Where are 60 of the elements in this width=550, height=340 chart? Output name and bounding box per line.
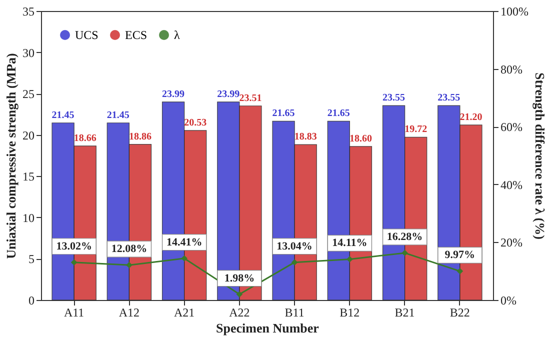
data-label: 9.97% (444, 249, 476, 262)
point (70, 259, 78, 266)
data-label: 16.28% (386, 230, 423, 243)
data-label: 21.20 (460, 112, 482, 123)
x-tick-label: B11 (284, 306, 304, 320)
data-label: 14.41% (166, 236, 202, 248)
data-label: 13.04% (276, 240, 312, 252)
data-label: 23.55 (382, 92, 406, 104)
data-label: 18.83 (294, 132, 317, 143)
data-label: 21.65 (327, 108, 350, 120)
x-tick-label: A21 (174, 306, 195, 320)
data-label: 23.99 (162, 88, 185, 100)
y-tick-label: 0 (28, 294, 34, 308)
x-tick-label: B22 (450, 306, 470, 320)
data-label: 14.11% (332, 237, 368, 250)
y2-axis-title: Strength difference rate λ (%) (532, 72, 548, 240)
y2-tick-label: 0% (500, 294, 516, 308)
point (126, 262, 132, 268)
data-label: 21.45 (52, 110, 74, 121)
data-label: 12.08% (111, 243, 148, 256)
data-label: 21.65 (272, 108, 295, 120)
data-label: 19.72 (404, 124, 428, 136)
data-label: 20.53 (184, 117, 207, 128)
point (181, 255, 188, 262)
y-tick-label: 5 (28, 252, 34, 266)
y-tick-label: 25 (22, 87, 34, 102)
y-tick-label: 15 (22, 170, 34, 184)
x-axis-title: Specimen Number (216, 320, 320, 336)
x-tick-label: B21 (394, 306, 415, 320)
point (402, 250, 408, 256)
y2-tick-label: 40% (500, 178, 522, 192)
y-tick-label: 10 (22, 210, 34, 225)
data-label: 23.99 (217, 88, 240, 100)
x-tick-label: A12 (118, 306, 140, 320)
y-tick-label: 20 (22, 128, 34, 142)
y2-tick-label: 60% (500, 120, 522, 134)
y-tick-label: 35 (22, 4, 34, 18)
data-label: 18.86 (128, 131, 152, 142)
data-label: 23.51 (239, 92, 262, 104)
y-tick-label: 30 (22, 46, 34, 60)
point (346, 256, 353, 262)
x-tick-label: A11 (64, 306, 84, 320)
data-label: 18.66 (74, 132, 96, 144)
legend-label: UCS (75, 28, 98, 42)
x-tick-label: A22 (229, 306, 250, 320)
legend-label: λ (174, 28, 180, 42)
data-label: 1.98% (224, 272, 255, 284)
data-label: 21.45 (106, 110, 130, 121)
x-tick-label: B12 (340, 306, 360, 320)
y-axis-title: Uniaxial compressive strength (MPa) (4, 53, 18, 259)
y2-tick-label: 80% (500, 62, 522, 76)
data-label: 13.02% (56, 240, 92, 252)
point (236, 291, 243, 298)
point (456, 268, 464, 274)
data-label: 18.60 (349, 133, 372, 144)
y2-tick-label: 100% (500, 4, 528, 18)
legend-label: ECS (125, 28, 148, 42)
data-label: 23.55 (438, 92, 460, 104)
y2-tick-label: 20% (500, 236, 522, 250)
point (291, 259, 298, 266)
